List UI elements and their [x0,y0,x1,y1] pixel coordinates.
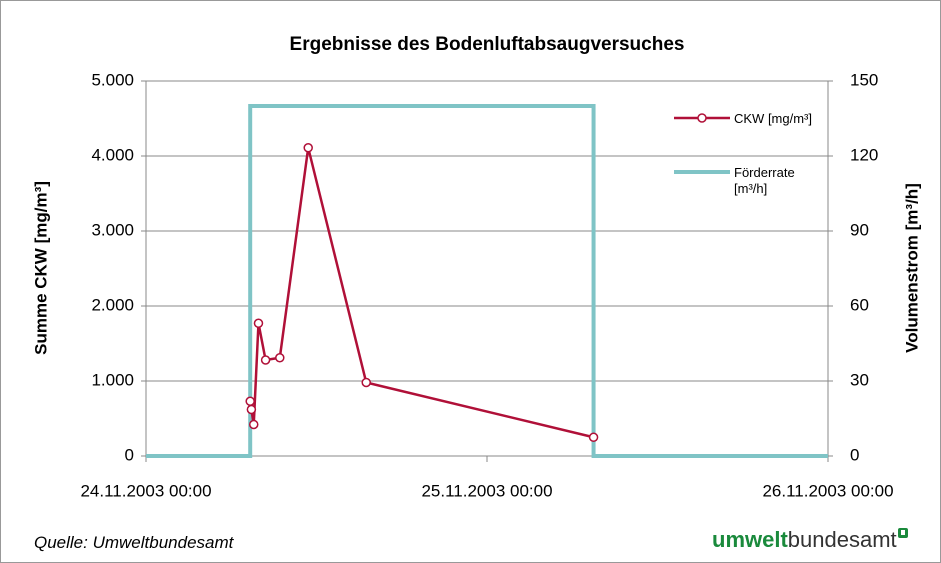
data-point [361,377,371,388]
legend-item: CKW [mg/m³] [672,111,812,127]
y-axis-label: Summe CKW [mg/m³] [31,181,50,355]
legend-label: CKW [mg/m³] [734,111,812,126]
y2-tick-label: 30 [850,370,869,389]
plot-area [145,80,829,457]
y-tick-label: 2.000 [91,295,134,314]
y-tick-label: 3.000 [91,220,134,239]
legend-item: Förderrate [m³/h] [672,165,812,197]
legend-swatch [674,113,730,123]
data-point [253,318,264,328]
x-tick-label: 25.11.2003 00:00 [421,481,552,500]
logo: umweltbundesamt [712,527,909,553]
y-tick-label: 1.000 [91,370,134,389]
logo-bold: umwelt [712,527,788,552]
x-tick-label: 26.11.2003 00:00 [762,481,893,500]
y-tick-label: 0 [125,445,134,464]
y2-tick-label: 120 [850,145,878,164]
y2-tick-label: 60 [850,295,869,314]
legend-swatch [674,170,730,174]
chart-title: Ergebnisse des Bodenluftabsaugversuches [290,34,685,55]
data-point [248,419,259,430]
x-tick-label: 24.11.2003 00:00 [80,481,211,500]
series-line [146,104,828,458]
data-point [246,404,257,415]
y-tick-label: 5.000 [91,70,134,89]
legend-label: Förderrate [m³/h] [734,165,795,196]
y2-tick-label: 0 [850,445,859,464]
y-tick-label: 4.000 [91,145,134,164]
legend: CKW [mg/m³] Förderrate [m³/h] [672,111,812,197]
logo-icon [897,528,908,538]
y2-tick-label: 150 [850,70,878,89]
y2-axis-label: Volumenstrom [m³/h] [902,183,921,353]
data-point [245,396,255,406]
data-point [303,143,313,153]
data-point [275,353,285,363]
data-point [588,432,599,442]
data-point [260,355,271,365]
y2-tick-label: 90 [850,220,869,239]
source: Quelle: Umweltbundesamt [34,533,234,552]
logo-regular: bundesamt [787,527,897,552]
